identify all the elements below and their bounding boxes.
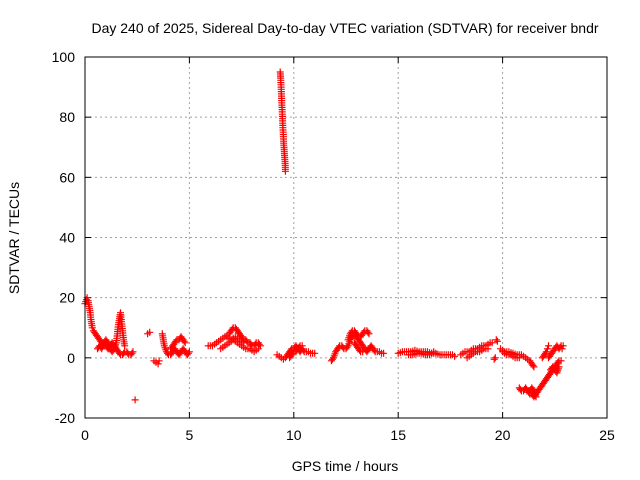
data-point: [558, 345, 566, 353]
data-point: [488, 339, 496, 347]
data-point: [491, 354, 499, 362]
y-tick-label: 100: [52, 49, 76, 65]
data-point: [555, 363, 563, 371]
axis-ticks: 0 5 10 15 20 25 -20 0 20 40 60 80 100: [52, 49, 615, 443]
data-point: [364, 328, 372, 336]
data-point: [180, 337, 188, 345]
x-tick-label: 20: [495, 427, 511, 443]
x-tick-label: 15: [390, 427, 406, 443]
data-point: [88, 324, 96, 332]
data-point: [154, 360, 162, 368]
data-point: [356, 346, 364, 354]
data-point: [299, 346, 307, 354]
data-point: [515, 354, 523, 362]
x-tick-label: 5: [186, 427, 194, 443]
data-point: [131, 396, 139, 404]
data-point: [380, 349, 388, 357]
data-point: [451, 352, 459, 360]
x-tick-label: 25: [599, 427, 615, 443]
data-point: [529, 361, 537, 369]
data-point: [298, 342, 306, 350]
plot-frame: [84, 56, 608, 419]
data-point: [554, 358, 562, 366]
data-points: [81, 68, 567, 404]
y-tick-label: 80: [59, 109, 75, 125]
y-axis-label: SDTVAR / TECUs: [6, 182, 22, 294]
data-point: [109, 346, 117, 354]
data-point: [289, 349, 297, 357]
data-point: [365, 330, 373, 338]
data-point: [295, 343, 303, 351]
data-point: [545, 342, 552, 350]
data-point: [311, 349, 319, 357]
data-point: [172, 337, 180, 345]
data-point: [529, 385, 537, 393]
data-point: [254, 345, 262, 353]
data-point: [484, 345, 492, 353]
x-axis-label: GPS time / hours: [292, 458, 399, 474]
y-tick-label: 0: [67, 350, 75, 366]
data-point: [184, 349, 192, 357]
data-point: [281, 167, 289, 175]
y-tick-label: 60: [59, 169, 75, 185]
data-point: [240, 339, 248, 347]
data-point: [185, 348, 193, 356]
grid: [85, 57, 607, 418]
data-point: [359, 348, 367, 356]
data-point: [370, 346, 378, 354]
data-point: [542, 348, 550, 356]
data-point: [255, 340, 263, 348]
data-point: [493, 337, 501, 345]
data-point: [181, 339, 189, 347]
data-point: [430, 348, 438, 356]
data-point: [557, 357, 565, 365]
data-point: [128, 349, 136, 357]
data-point: [530, 363, 538, 371]
y-tick-label: 40: [59, 230, 75, 246]
data-point: [155, 357, 163, 365]
data-point: [146, 328, 154, 336]
data-point: [121, 342, 129, 350]
data-point: [129, 348, 137, 356]
data-point: [544, 345, 551, 353]
data-point: [490, 355, 498, 363]
data-point: [492, 336, 500, 344]
y-tick-label: -20: [55, 410, 75, 426]
y-tick-label: 20: [59, 290, 75, 306]
x-tick-label: 0: [81, 427, 89, 443]
data-point: [541, 349, 549, 357]
x-tick-label: 10: [286, 427, 302, 443]
data-point: [532, 393, 540, 401]
chart-title: Day 240 of 2025, Sidereal Day-to-day VTE…: [91, 20, 598, 36]
data-point: [559, 342, 567, 350]
